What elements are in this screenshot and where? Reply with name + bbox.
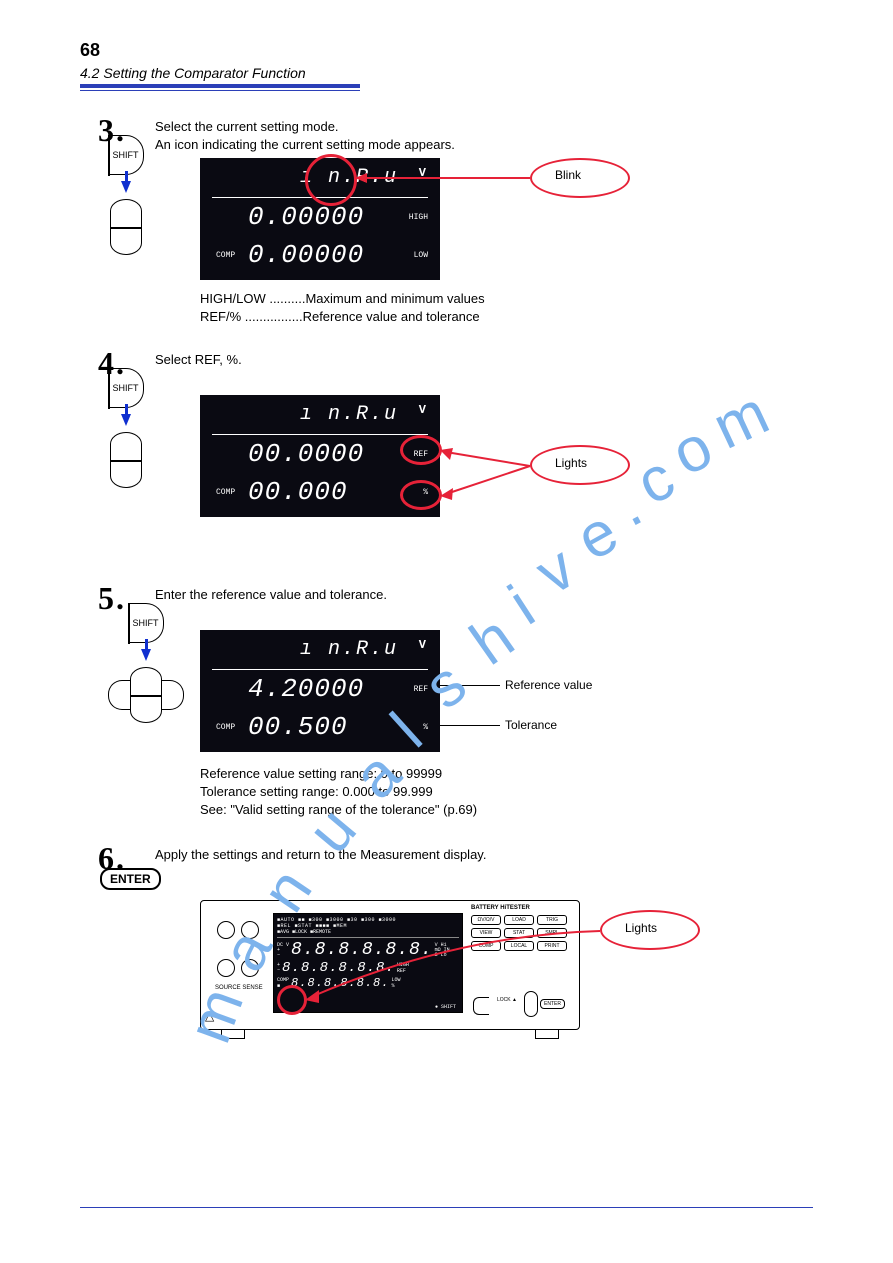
lcd-pct-value: 00.500 — [248, 712, 348, 742]
callout-arrow-2 — [440, 448, 535, 498]
callout-arrow-3 — [305, 925, 605, 1005]
lcd-low-label: LOW — [414, 251, 428, 260]
lcd-high-val: 0.00000 — [248, 202, 364, 232]
lcd-unit-v: V — [419, 403, 426, 417]
up-down-key[interactable] — [110, 432, 142, 488]
lcd-pct-val: 00.000 — [248, 477, 348, 507]
terminal[interactable] — [241, 959, 259, 977]
lcd-comp-label: COMP — [216, 723, 242, 732]
shift-key[interactable]: SHIFT — [128, 603, 164, 643]
btn[interactable]: TRIG — [537, 915, 567, 925]
lcd-top-text: ı n.R.u — [300, 403, 398, 426]
step-3-choices: HIGH/LOW ..........Maximum and minimum v… — [200, 290, 485, 326]
btn[interactable]: LOAD — [504, 915, 534, 925]
section-title: 4.2 Setting the Comparator Function — [80, 65, 306, 81]
step-3-text: Select the current setting mode. — [155, 118, 339, 136]
page-number: 68 — [80, 40, 100, 61]
arrow-down-icon — [121, 414, 131, 426]
arrow-down-icon — [121, 181, 131, 193]
terminal[interactable] — [217, 921, 235, 939]
lcd-pct-label: % — [423, 723, 428, 732]
step-4-text: Select REF, %. — [155, 351, 242, 369]
enter-key[interactable]: ENTER — [100, 868, 161, 890]
shift-key[interactable]: SHIFT — [108, 368, 144, 408]
step-3-note: An icon indicating the current setting m… — [155, 136, 455, 154]
footer-rule — [80, 1207, 813, 1208]
step-5-text: Enter the reference value and tolerance. — [155, 586, 387, 604]
device-foot — [535, 1029, 559, 1039]
header-rule — [80, 84, 360, 88]
ref-line-2 — [440, 725, 500, 726]
terminal[interactable] — [217, 959, 235, 977]
left-key[interactable] — [108, 680, 130, 710]
lcd-top-text: ı n.R.u — [300, 638, 398, 661]
ref-line-1 — [440, 685, 500, 686]
step-5-range-note: Reference value setting range: 0 to 9999… — [200, 765, 477, 820]
ref-label-2: Tolerance — [505, 718, 557, 732]
callout-circle-comp — [277, 985, 307, 1015]
lcd-ref-val: 00.0000 — [248, 439, 364, 469]
shift-key[interactable]: SHIFT — [108, 135, 144, 175]
callout-lights-1-text: Lights — [555, 456, 587, 470]
terminal[interactable] — [241, 921, 259, 939]
step-6-text: Apply the settings and return to the Mea… — [155, 846, 486, 864]
lcd-ref-label: REF — [414, 685, 428, 694]
callout-circle-2b — [400, 480, 442, 510]
up-down-key[interactable] — [110, 199, 142, 255]
lcd-unit-v: V — [419, 638, 426, 652]
device-foot — [221, 1029, 245, 1039]
lcd-ref-value: 4.20000 — [248, 674, 364, 704]
lcd-comp-label: COMP — [216, 488, 242, 497]
lcd-comp-label: COMP — [216, 251, 242, 260]
warning-icon: △ — [205, 1009, 214, 1023]
callout-circle-1 — [305, 154, 357, 206]
right-key[interactable] — [162, 680, 184, 710]
enter-key-wrap: ENTER — [100, 868, 161, 890]
up-down-key[interactable] — [130, 667, 162, 723]
callout-lights-2-text: Lights — [625, 921, 657, 935]
lcd-high-label: HIGH — [409, 213, 428, 222]
lcd-low-val: 0.00000 — [248, 240, 364, 270]
arrow-down-icon — [141, 649, 151, 661]
callout-arrow-1 — [355, 170, 535, 190]
device-model: BATTERY HiTESTER — [471, 905, 530, 911]
btn[interactable]: ΩV/Ω/V — [471, 915, 501, 925]
ref-label-1: Reference value — [505, 678, 592, 692]
callout-blink-text: Blink — [555, 168, 581, 182]
callout-circle-2a — [400, 435, 442, 465]
lcd-display-3: ı n.R.u V 4.20000 REF COMP 00.500 % — [200, 630, 440, 752]
terminal-block: SOURCE SENSE — [215, 915, 265, 1015]
